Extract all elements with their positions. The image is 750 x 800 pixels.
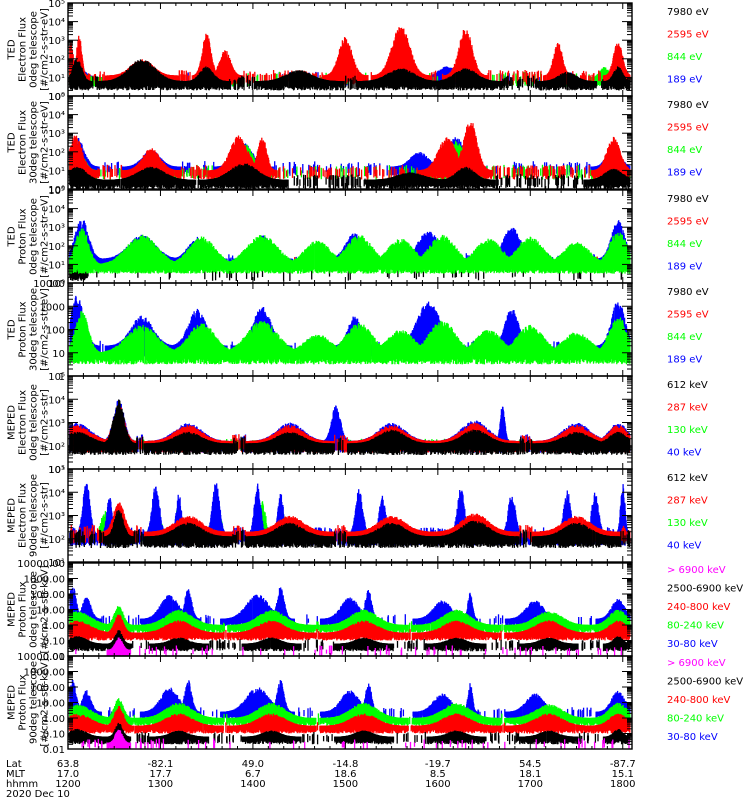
legend-entry: 189 eV — [667, 75, 702, 86]
panel-data-marks — [69, 123, 631, 189]
legend-entry: 7980 eV — [667, 7, 709, 18]
legend-entry: 844 eV — [667, 52, 702, 63]
y-axis-label-line: 0deg telescope — [29, 11, 40, 88]
y-tick-label: 10¹ — [48, 73, 65, 84]
y-tick-label: 10⁵ — [48, 0, 65, 10]
panel-data-marks — [69, 27, 631, 91]
y-tick-label: 10⁰ — [48, 92, 65, 103]
legend-entry: 2595 eV — [667, 30, 709, 41]
y-axis-label-line: Electron Flux — [18, 17, 29, 82]
y-tick-label: 10² — [48, 55, 65, 66]
y-axis-label-line: [#/cm2-s-str-eV] — [40, 8, 51, 91]
y-tick-label: 10³ — [48, 36, 65, 47]
series-7980-ev — [69, 58, 631, 91]
y-tick-label: 10⁴ — [48, 18, 65, 29]
panel-ted-electron-0deg: 10⁰ 10¹ 10² 10³ 10⁴ 10⁵ TED Electron Flux 0deg t… — [7, 0, 709, 103]
y-axis-label-line: TED — [7, 39, 18, 60]
